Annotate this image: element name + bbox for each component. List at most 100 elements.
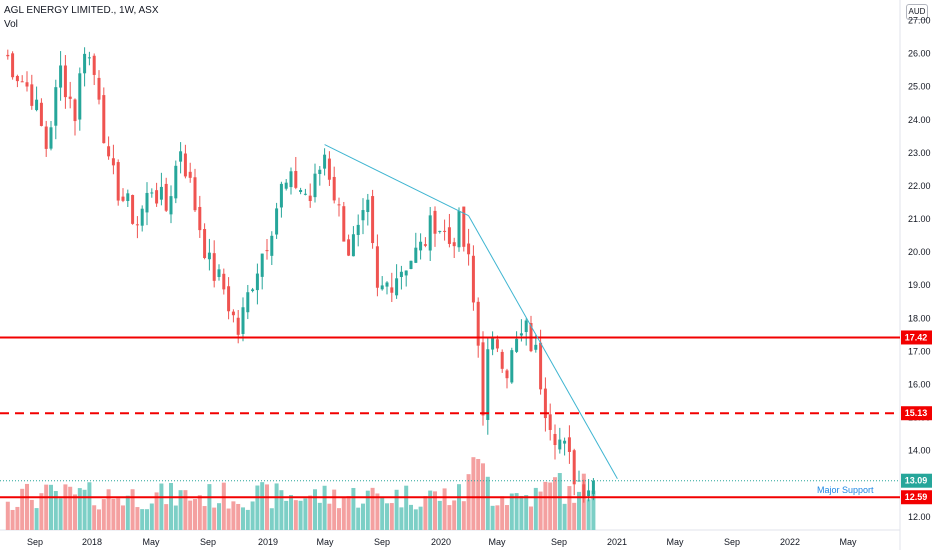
time-axis[interactable]: Sep 2018 May Sep 2019 May Sep 2020 May Sep 2021 May…: [27, 537, 857, 547]
currency-badge[interactable]: AUD: [906, 4, 928, 20]
volume-bar: [490, 505, 495, 530]
volume-label: Vol: [4, 19, 18, 30]
candle-body: [126, 193, 130, 201]
candle-body: [332, 176, 336, 201]
volume-bar: [255, 485, 260, 530]
candle-body: [289, 171, 293, 188]
volume-bar: [49, 484, 53, 530]
volume-bar: [327, 503, 332, 530]
candle-body: [534, 344, 538, 350]
candle-body: [495, 339, 499, 349]
volume-bar: [87, 482, 92, 530]
volume-bar: [39, 493, 44, 530]
volume-bar: [111, 498, 116, 530]
candle-body: [303, 193, 307, 195]
candle-body: [73, 99, 77, 122]
trendlines[interactable]: [324, 144, 618, 479]
volume-bar: [236, 503, 241, 530]
volume-bar: [68, 486, 73, 530]
price-axis[interactable]: 12.0013.0014.0015.0016.0017.0018.0019.00…: [908, 16, 931, 522]
volume-bar: [505, 505, 509, 530]
volume-bar: [221, 482, 226, 530]
candle-body: [107, 146, 111, 157]
candle-body: [395, 278, 399, 296]
candles: [6, 47, 595, 503]
candle-body: [318, 169, 322, 175]
volume-bar: [577, 491, 581, 530]
y-tick-label: 21.00: [908, 214, 931, 224]
x-tick-label: 2021: [607, 537, 627, 547]
candle-body: [428, 215, 432, 251]
volume-bar: [413, 509, 418, 530]
candle-body: [462, 206, 466, 247]
volume-bar: [452, 500, 457, 530]
volume-bar: [461, 501, 466, 530]
candle-body: [399, 271, 403, 277]
volume-bar: [245, 509, 250, 530]
volume-bar: [116, 498, 121, 530]
volume-bar: [317, 502, 322, 530]
candle-body: [351, 234, 355, 257]
volume-bar: [178, 490, 183, 530]
candle-body: [438, 230, 442, 232]
candle-body: [366, 199, 370, 213]
volume-bar: [509, 493, 514, 530]
candle-body: [279, 183, 283, 208]
volume-bar: [533, 487, 538, 530]
volume-bar: [279, 490, 284, 530]
x-tick-label: May: [666, 537, 684, 547]
x-tick-label: 2022: [780, 537, 800, 547]
candle-body: [380, 285, 384, 290]
volume-bar: [44, 484, 49, 530]
y-tick-label: 23.00: [908, 148, 931, 158]
candle-body: [39, 102, 43, 126]
candle-body: [212, 253, 216, 281]
volume-bar: [457, 484, 461, 530]
candle-body: [222, 273, 226, 290]
volume-bar: [73, 494, 77, 530]
y-tick-label: 27.00: [908, 16, 931, 26]
candle-body: [174, 165, 178, 199]
candle-body: [452, 242, 456, 247]
volume-bar: [385, 503, 389, 530]
volume-bar: [130, 489, 135, 530]
candle-body: [582, 484, 586, 497]
volume-bar: [303, 498, 308, 530]
y-tick-label: 17.00: [908, 346, 931, 356]
candle-body: [188, 171, 192, 178]
volume-bar: [476, 458, 481, 530]
candle-body: [327, 158, 331, 180]
volume-bar: [351, 487, 356, 530]
candle-body: [548, 414, 552, 430]
candle-body: [356, 224, 360, 235]
volume-bar: [586, 499, 591, 530]
volume-bar: [34, 508, 39, 530]
volume-bar: [418, 506, 423, 530]
candle-body: [183, 153, 187, 177]
candle-body: [207, 252, 211, 260]
trendline: [468, 215, 618, 479]
candle-body: [481, 342, 485, 416]
candle-body: [294, 171, 298, 188]
candle-body: [159, 186, 163, 200]
volume-bar: [495, 505, 500, 530]
last-price-label: 13.09: [905, 476, 928, 486]
volume-bar: [217, 503, 221, 530]
candle-body: [241, 307, 245, 334]
candle-body: [68, 96, 72, 99]
candle-body: [231, 311, 235, 316]
candle-body: [150, 192, 154, 194]
volume-bar: [370, 487, 375, 530]
horizontal-levels[interactable]: [0, 336, 900, 499]
volume-bar: [58, 498, 63, 530]
volume-bar: [332, 489, 337, 530]
candle-body: [361, 210, 365, 221]
volume-bar: [298, 500, 303, 530]
volume-bar: [260, 482, 265, 530]
x-tick-label: 2019: [258, 537, 278, 547]
candle-body: [155, 190, 159, 204]
candle-body: [246, 292, 250, 313]
volume-bar: [289, 495, 293, 530]
candle-body: [251, 289, 255, 292]
